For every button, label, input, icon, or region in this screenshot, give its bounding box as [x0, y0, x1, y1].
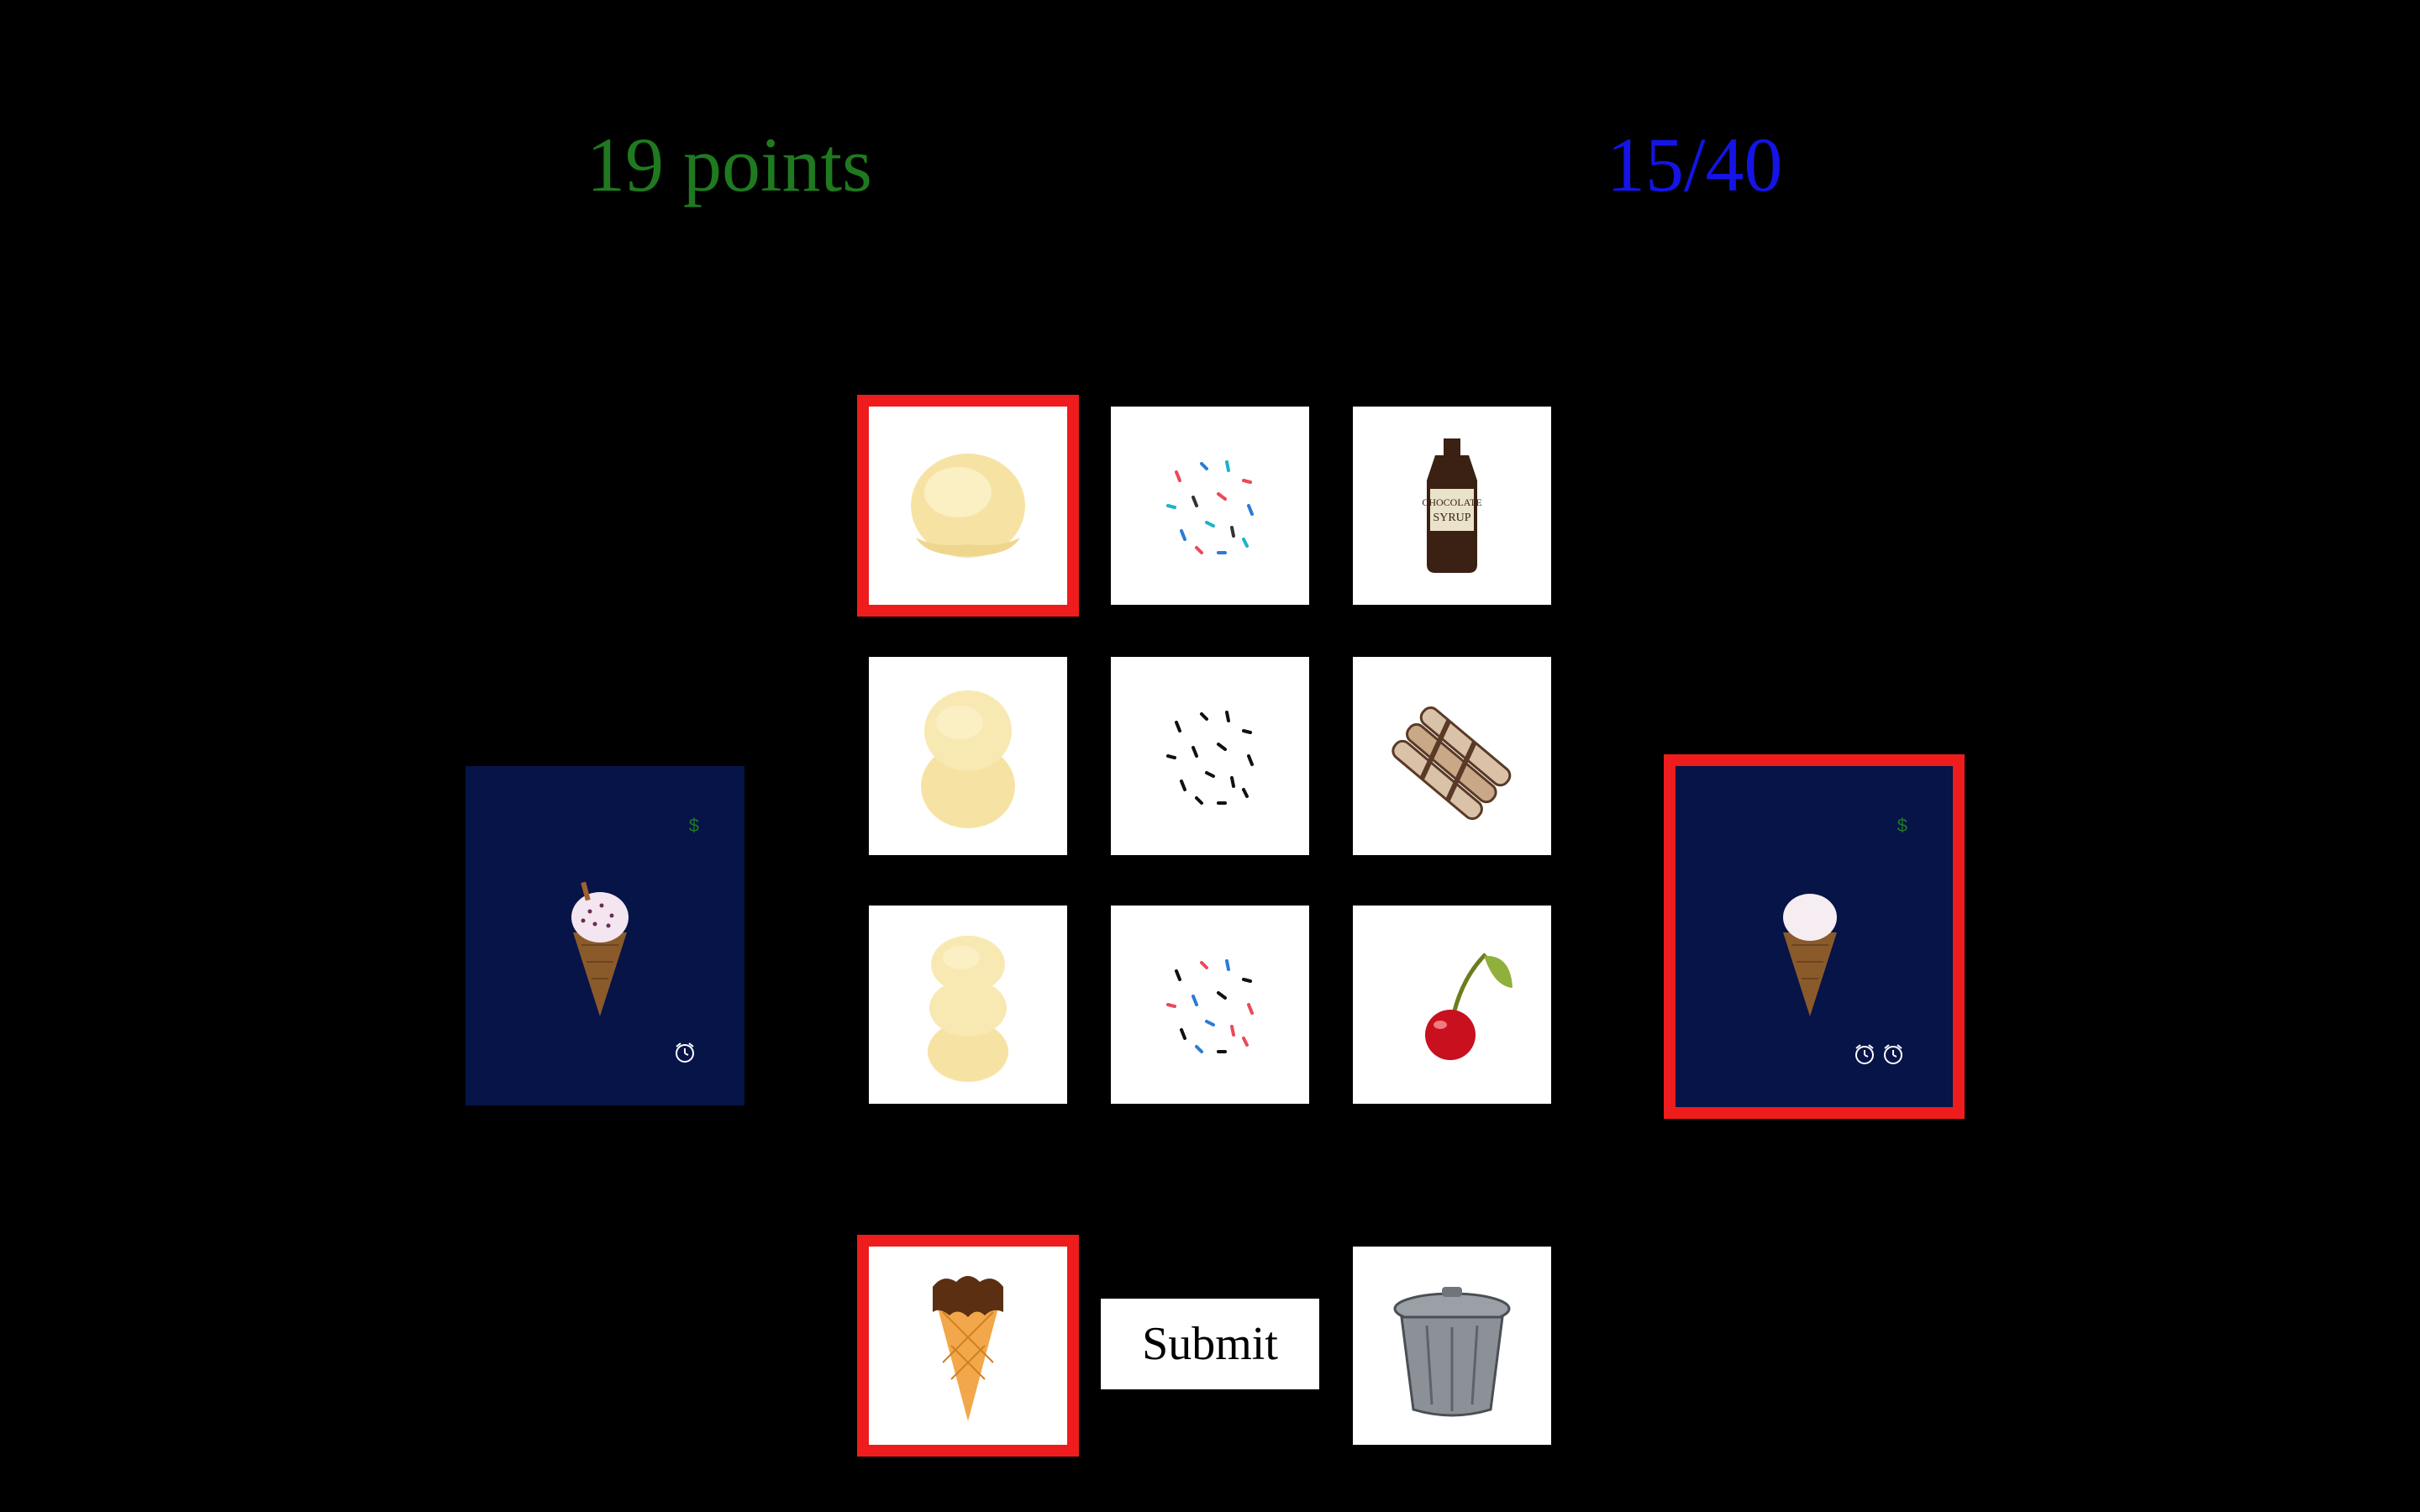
- ingredient-two-scoops[interactable]: [869, 657, 1067, 855]
- chocolate-dipped-cone-icon: [933, 1276, 1003, 1421]
- submit-button[interactable]: Submit: [1101, 1299, 1319, 1389]
- sprinkle-cone-with-wafer-icon: [571, 881, 629, 1016]
- ingredient-wafer-rolls[interactable]: [1353, 657, 1551, 855]
- price-indicator: $: [1897, 815, 1907, 836]
- wafer-rolls-icon: [1392, 706, 1512, 821]
- order-card-2[interactable]: $: [1664, 754, 1965, 1119]
- chocolate-syrup-bottle-icon: CHOCOLATE SYRUP: [1422, 438, 1482, 573]
- cone-slot[interactable]: [857, 1235, 1079, 1457]
- ingredient-mixed-sprinkles[interactable]: [1111, 906, 1309, 1104]
- svg-text:CHOCOLATE: CHOCOLATE: [1422, 496, 1481, 508]
- order-timers: [672, 1040, 697, 1065]
- alarm-clock-icon: [1855, 1044, 1874, 1064]
- mixed-sprinkles-icon: [1166, 959, 1254, 1053]
- trash-button[interactable]: [1353, 1247, 1551, 1445]
- chocolate-sprinkles-icon: [1166, 711, 1254, 805]
- ingredient-chocolate-sprinkles[interactable]: [1111, 657, 1309, 855]
- trash-can-icon: [1393, 1287, 1511, 1417]
- ingredient-chocolate-syrup[interactable]: CHOCOLATE SYRUP: [1353, 407, 1551, 605]
- cherry-icon: [1425, 953, 1512, 1060]
- ingredient-cherry[interactable]: [1353, 906, 1551, 1104]
- price-indicator: $: [688, 815, 699, 836]
- ingredient-one-scoop[interactable]: [857, 395, 1079, 617]
- progress-counter: 15/40: [1607, 122, 1783, 207]
- alarm-clock-icon: [676, 1042, 694, 1063]
- plain-cone-icon: [1783, 894, 1837, 1016]
- ingredient-rainbow-sprinkles[interactable]: [1111, 407, 1309, 605]
- points-display: 19 points: [587, 122, 872, 207]
- scoop-2-icon: [921, 690, 1015, 828]
- order-card-1[interactable]: $: [466, 766, 744, 1105]
- scoop-1-icon: [911, 454, 1025, 558]
- order-timers: [1852, 1042, 1906, 1067]
- alarm-clock-icon: [1884, 1044, 1902, 1064]
- scoop-3-icon: [928, 936, 1008, 1082]
- svg-text:SYRUP: SYRUP: [1433, 512, 1470, 524]
- rainbow-sprinkles-icon: [1166, 460, 1254, 554]
- ingredient-three-scoops[interactable]: [869, 906, 1067, 1104]
